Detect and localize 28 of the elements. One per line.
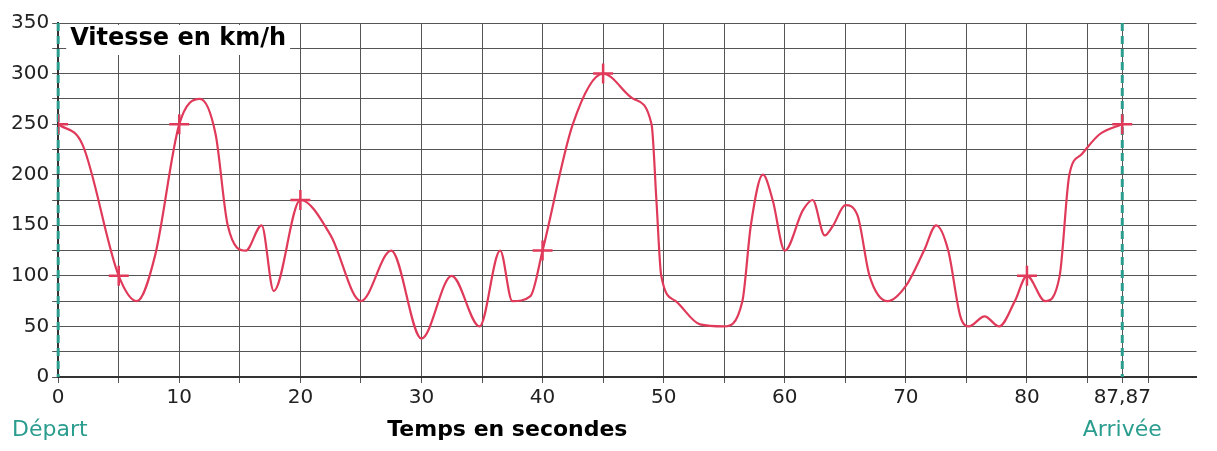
point — [107, 264, 130, 288]
y-tick-label: 300 — [10, 59, 50, 84]
point — [591, 62, 615, 85]
y-axis-title: Vitesse en km/h — [70, 23, 287, 52]
y-tick-label: 200 — [10, 160, 50, 185]
x-tick-label: 60 — [772, 384, 798, 409]
x-axis-title: Temps en secondes — [387, 415, 628, 441]
ref-line-label: Arrivée — [1082, 415, 1162, 441]
ref-line-label: Départ — [12, 415, 88, 441]
y-tick-label: 100 — [10, 262, 50, 287]
x-tick-label: 50 — [650, 384, 677, 409]
y-tick-label: 350 — [10, 9, 50, 34]
y-tick-label: 150 — [10, 211, 50, 236]
point — [289, 188, 312, 212]
x-tick-label: 70 — [893, 384, 919, 409]
x-tick-label: 87,87 — [1093, 384, 1151, 409]
y-tick-label: 250 — [10, 110, 50, 135]
point — [1015, 264, 1039, 288]
y-tick-label: 50 — [23, 312, 50, 337]
x-tick-label: 10 — [166, 384, 192, 409]
point — [1111, 112, 1134, 136]
point — [531, 239, 554, 262]
x-tick-label: 40 — [529, 384, 556, 409]
point — [168, 112, 191, 136]
x-tick-label: 80 — [1014, 384, 1040, 409]
y-tick-label: 0 — [36, 363, 50, 388]
x-tick-label: 20 — [287, 384, 314, 409]
x-tick-label: 30 — [408, 384, 435, 409]
